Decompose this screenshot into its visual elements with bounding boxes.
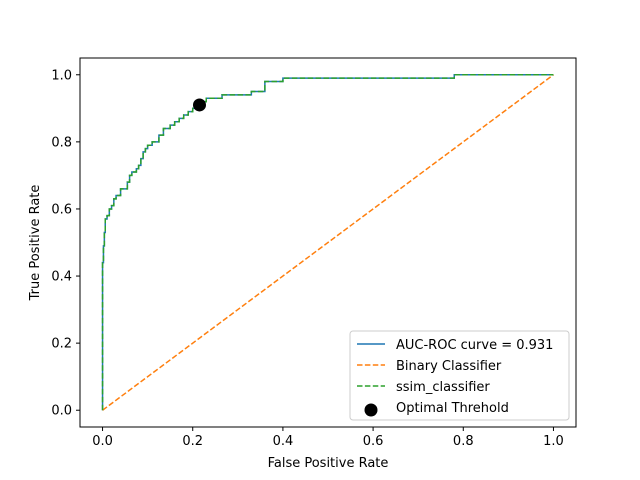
y-tick-label: 1.0 xyxy=(51,68,72,83)
legend: AUC-ROC curve = 0.931 Binary Classifier ss… xyxy=(349,330,570,421)
y-tick-label: 0.4 xyxy=(51,270,72,285)
plot-frame xyxy=(79,57,577,428)
x-tick-label: 1.0 xyxy=(543,434,564,449)
x-tick-label: 0.4 xyxy=(273,434,294,449)
x-tick-label: 0.2 xyxy=(182,434,203,449)
legend-entry: Optimal Threhold xyxy=(396,401,509,416)
legend-swatch xyxy=(364,403,378,417)
series-line-2 xyxy=(101,74,554,411)
x-axis-label: False Positive Rate xyxy=(268,456,389,471)
plot-markers xyxy=(192,98,206,112)
x-axis-ticks: 0.0 0.2 0.4 0.6 0.8 1.0 xyxy=(92,427,564,449)
legend-entry: Binary Classifier xyxy=(396,359,502,374)
y-tick-label: 0.6 xyxy=(51,202,72,217)
y-tick-label: 0.8 xyxy=(51,135,72,150)
legend-box xyxy=(349,330,570,421)
optimal-threshold-marker xyxy=(192,98,206,112)
y-tick-label: 0.0 xyxy=(51,404,72,419)
x-tick-label: 0.8 xyxy=(453,434,474,449)
legend-entry: AUC-ROC curve = 0.931 xyxy=(396,338,553,353)
y-tick-label: 0.2 xyxy=(51,337,72,352)
legend-entry: ssim_classifier xyxy=(396,380,490,395)
x-tick-label: 0.0 xyxy=(92,434,113,449)
y-axis-ticks: 0.0 0.2 0.4 0.6 0.8 1.0 xyxy=(51,68,80,419)
y-axis-label: True Positive Rate xyxy=(28,185,43,302)
plot-curves xyxy=(101,74,554,411)
x-tick-label: 0.6 xyxy=(363,434,384,449)
series-line-1 xyxy=(102,74,554,411)
